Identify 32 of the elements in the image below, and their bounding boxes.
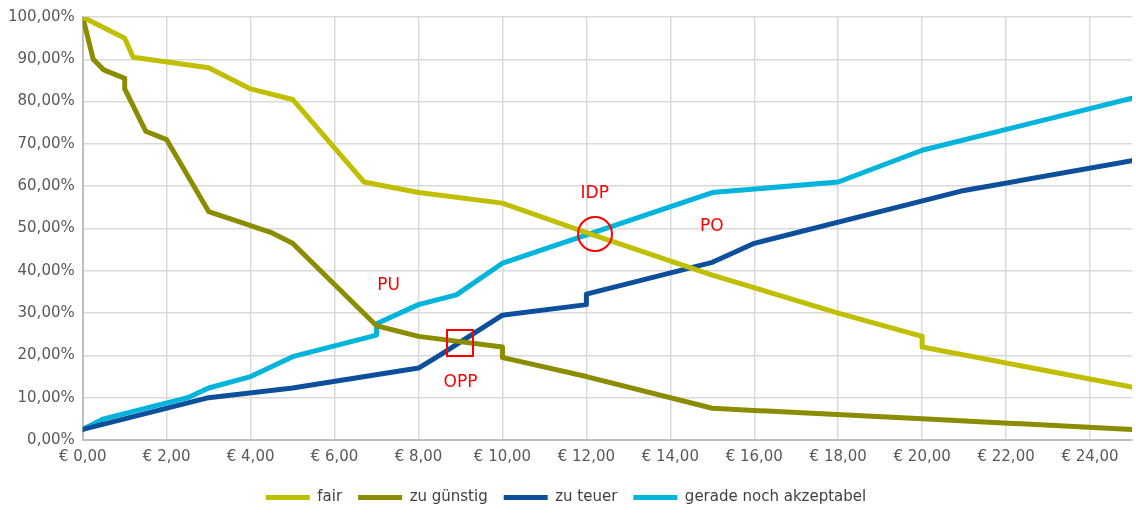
annotation: PO xyxy=(699,214,724,235)
annotation: IDP xyxy=(580,182,609,202)
y-tick-label: 20,00% xyxy=(17,345,75,364)
y-tick-label: 90,00% xyxy=(17,49,75,68)
y-tick-label: 100,00% xyxy=(7,6,75,25)
legend-label: fair xyxy=(317,487,343,506)
x-tick-label: € 14,00 xyxy=(641,446,699,465)
x-tick-label: € 10,00 xyxy=(473,446,532,465)
legend-label: gerade noch akzeptabel xyxy=(684,487,867,506)
annotation: PU xyxy=(377,274,400,295)
x-tick-label: € 12,00 xyxy=(557,446,616,465)
x-tick-label: € 20,00 xyxy=(893,446,951,465)
x-tick-label: € 6,00 xyxy=(310,446,359,465)
y-tick-label: 40,00% xyxy=(17,260,75,279)
y-tick-label: 0,00% xyxy=(27,429,75,448)
y-tick-label: 80,00% xyxy=(17,91,75,110)
x-tick-label: € 24,00 xyxy=(1061,446,1119,465)
x-tick-label: € 0,00 xyxy=(58,446,107,465)
legend-label: zu günstig xyxy=(409,487,488,506)
x-tick-label: € 22,00 xyxy=(977,446,1035,465)
x-tick-label: € 16,00 xyxy=(725,446,783,465)
y-tick-label: 50,00% xyxy=(17,218,75,237)
y-tick-label: 30,00% xyxy=(17,302,75,321)
y-tick-label: 10,00% xyxy=(17,387,75,406)
annotation: OPP xyxy=(443,371,478,392)
x-tick-label: € 2,00 xyxy=(142,446,191,465)
y-tick-label: 60,00% xyxy=(17,176,75,195)
x-tick-label: € 4,00 xyxy=(226,446,275,465)
y-tick-label: 70,00% xyxy=(17,133,75,152)
x-tick-label: € 8,00 xyxy=(394,446,443,465)
x-tick-label: € 18,00 xyxy=(809,446,867,465)
legend-label: zu teuer xyxy=(555,487,619,506)
